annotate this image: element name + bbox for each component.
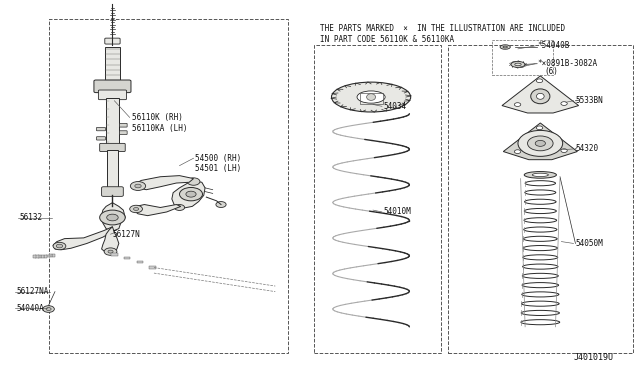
Text: *×0891B-3082A: *×0891B-3082A [537, 59, 597, 68]
Text: 5533BN: 5533BN [575, 96, 603, 105]
Text: 54500 (RH): 54500 (RH) [195, 154, 242, 163]
FancyBboxPatch shape [105, 38, 120, 44]
Circle shape [187, 178, 200, 185]
Circle shape [107, 214, 118, 221]
Bar [360, 93, 383, 104]
Circle shape [135, 184, 141, 188]
FancyBboxPatch shape [99, 90, 127, 100]
Polygon shape [502, 76, 579, 113]
Polygon shape [135, 176, 193, 190]
Ellipse shape [367, 94, 376, 100]
Ellipse shape [524, 171, 556, 178]
Ellipse shape [511, 61, 525, 67]
Bar [44, 255, 47, 258]
Ellipse shape [503, 46, 508, 48]
Text: 54050M: 54050M [575, 239, 603, 248]
Text: (6): (6) [545, 67, 559, 76]
Polygon shape [101, 203, 125, 231]
Circle shape [536, 79, 543, 83]
Circle shape [46, 308, 51, 311]
FancyBboxPatch shape [102, 187, 124, 196]
Ellipse shape [515, 63, 521, 66]
Bar [111, 253, 118, 256]
Bar [137, 261, 143, 263]
Circle shape [174, 205, 184, 211]
Bar [52, 254, 55, 257]
Bar [106, 98, 119, 145]
Ellipse shape [332, 82, 411, 112]
Bar [33, 255, 36, 258]
Text: 56132: 56132 [20, 213, 43, 222]
Bar [49, 19, 288, 353]
Text: IN PART CODE 56110K & 56110KA: IN PART CODE 56110K & 56110KA [320, 35, 454, 44]
Polygon shape [53, 227, 113, 250]
Text: 54034: 54034 [384, 102, 407, 111]
FancyBboxPatch shape [100, 143, 125, 151]
Text: 56110KA (LH): 56110KA (LH) [132, 124, 187, 133]
Circle shape [561, 102, 567, 105]
Circle shape [186, 191, 196, 197]
Ellipse shape [536, 93, 544, 99]
Circle shape [43, 306, 54, 312]
Polygon shape [503, 123, 577, 160]
FancyBboxPatch shape [97, 137, 106, 140]
Bar [38, 255, 42, 258]
Bar [49, 254, 52, 257]
Bar [107, 150, 118, 188]
Bar [314, 45, 442, 353]
FancyBboxPatch shape [97, 128, 106, 131]
Ellipse shape [532, 173, 548, 177]
Bar [41, 255, 44, 258]
Circle shape [527, 136, 553, 151]
Text: 54501 (LH): 54501 (LH) [195, 164, 242, 173]
Circle shape [518, 131, 563, 156]
Circle shape [108, 250, 113, 253]
Text: 54320: 54320 [575, 144, 598, 153]
Circle shape [515, 103, 521, 106]
Circle shape [536, 126, 543, 130]
Text: 54010M: 54010M [384, 208, 412, 217]
FancyBboxPatch shape [94, 80, 131, 93]
Circle shape [56, 244, 63, 248]
Bar [150, 266, 156, 269]
Text: 54040A: 54040A [17, 304, 44, 313]
Circle shape [53, 242, 66, 250]
Text: 56127NA: 56127NA [17, 287, 49, 296]
Text: *54040B: *54040B [537, 41, 570, 51]
Circle shape [535, 140, 545, 146]
Polygon shape [172, 180, 205, 208]
Circle shape [130, 205, 143, 213]
Bar [35, 255, 38, 258]
Bar [492, 39, 553, 75]
Circle shape [216, 202, 226, 208]
Text: THE PARTS MARKED  ×  IN THE ILLUSTRATION ARE INCLUDED: THE PARTS MARKED × IN THE ILLUSTRATION A… [320, 24, 565, 33]
Text: 56110K (RH): 56110K (RH) [132, 113, 182, 122]
Bar [448, 45, 633, 353]
Bar [124, 257, 131, 259]
Text: 56127N: 56127N [113, 230, 140, 239]
Ellipse shape [357, 91, 385, 103]
Circle shape [134, 208, 139, 211]
Polygon shape [102, 227, 119, 253]
Circle shape [561, 149, 567, 153]
Circle shape [104, 248, 117, 255]
Ellipse shape [531, 89, 550, 104]
FancyBboxPatch shape [120, 124, 127, 127]
Bar [46, 254, 49, 257]
FancyBboxPatch shape [120, 131, 127, 135]
Circle shape [515, 150, 521, 154]
Circle shape [131, 182, 146, 190]
Circle shape [179, 187, 202, 201]
Circle shape [100, 210, 125, 225]
Text: J401019U: J401019U [574, 353, 614, 362]
Ellipse shape [500, 45, 510, 49]
Polygon shape [134, 205, 180, 216]
Bar [105, 47, 120, 82]
